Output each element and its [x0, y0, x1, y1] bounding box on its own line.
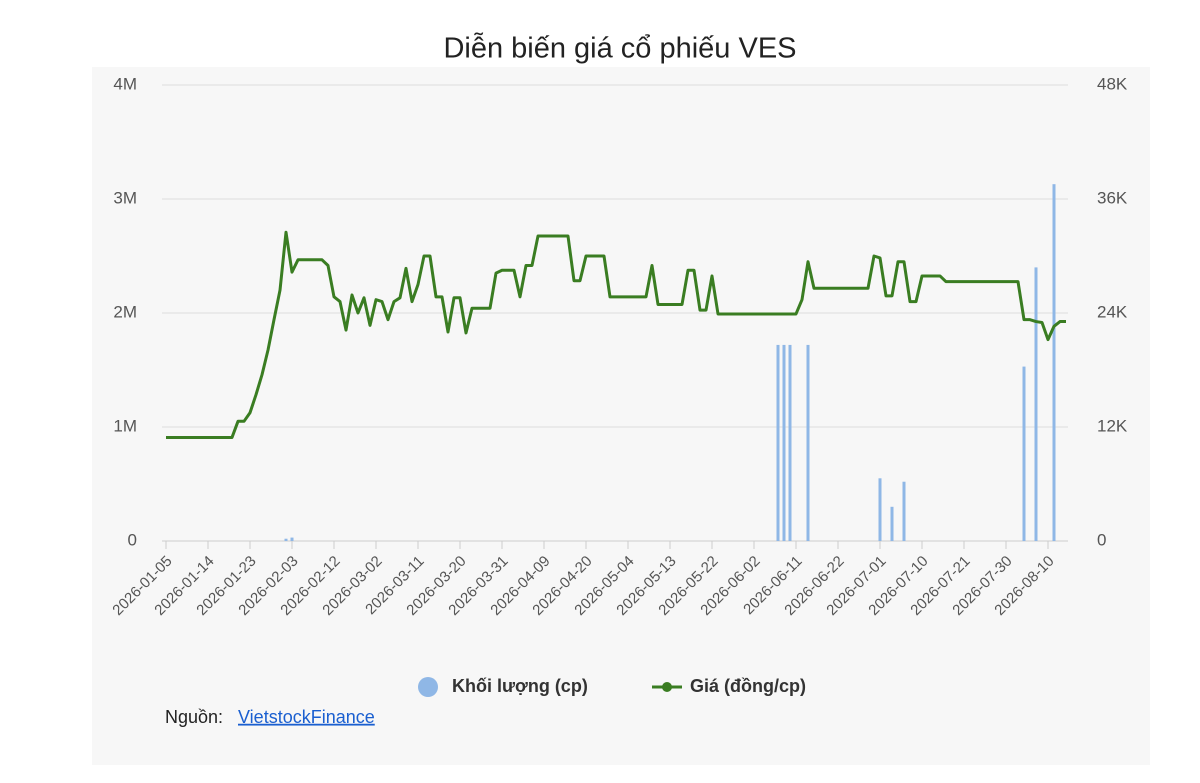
source-link-text[interactable]: VietstockFinance: [238, 707, 375, 727]
volume-bar: [806, 344, 810, 541]
volume-bar: [890, 506, 894, 541]
y2-tick-label: 12K: [1097, 416, 1128, 435]
volume-bar: [782, 344, 786, 541]
source-link[interactable]: VietstockFinance: [238, 707, 375, 727]
legend-swatch: [418, 677, 438, 697]
source-label: Nguồn:: [165, 707, 223, 727]
y2-tick-label: 24K: [1097, 302, 1128, 321]
volume-bar: [776, 344, 780, 541]
volume-bar: [788, 344, 792, 541]
legend-label: Khối lượng (cp): [452, 676, 588, 696]
y-tick-label: 4M: [113, 74, 137, 93]
legend-label: Giá (đồng/cp): [690, 676, 806, 696]
y-tick-label: 1M: [113, 416, 137, 435]
volume-bar: [290, 537, 294, 541]
price-line: [166, 230, 1066, 439]
y-tick-label: 3M: [113, 188, 137, 207]
volume-bar: [1052, 184, 1056, 541]
y-tick-label: 0: [128, 530, 137, 549]
volume-bar: [284, 538, 288, 541]
volume-bar: [902, 481, 906, 541]
volume-bar: [1034, 267, 1038, 541]
y2-tick-label: 0: [1097, 530, 1106, 549]
y-tick-label: 2M: [113, 302, 137, 321]
y2-tick-label: 48K: [1097, 74, 1128, 93]
legend-swatch: [662, 682, 672, 692]
y2-tick-label: 36K: [1097, 188, 1128, 207]
chart-panel: [92, 67, 1150, 765]
chart-title: Diễn biến giá cổ phiếu VES: [443, 32, 796, 65]
volume-bar: [1022, 366, 1026, 541]
volume-bar: [878, 478, 882, 541]
